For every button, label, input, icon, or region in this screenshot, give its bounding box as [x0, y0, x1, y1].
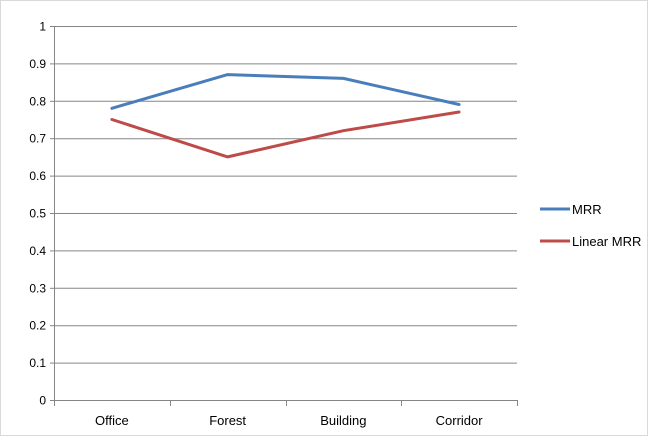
x-tick-label: Forest: [209, 413, 246, 428]
y-tick-label: 0.4: [29, 244, 46, 258]
legend-label: MRR: [572, 202, 602, 217]
y-tick-label: 0.6: [29, 169, 46, 183]
series-lines: [110, 73, 461, 159]
y-tick-label: 0.1: [29, 356, 46, 370]
axes: [50, 26, 518, 406]
y-tick-label: 0.9: [29, 57, 46, 71]
x-tick-label: Building: [320, 413, 366, 428]
x-tick-label: Corridor: [436, 413, 484, 428]
legend-label: Linear MRR: [572, 234, 641, 249]
y-tick-label: 0.2: [29, 319, 46, 333]
series-line-1: [110, 73, 461, 110]
y-tick-label: 1: [39, 20, 46, 34]
series-line-2: [110, 110, 461, 159]
gridlines: [54, 26, 517, 364]
y-tick-label: 0: [39, 394, 46, 408]
legend: MRR Linear MRR: [540, 202, 641, 249]
x-tick-label: Office: [95, 413, 129, 428]
y-tick-label: 0.5: [29, 207, 46, 221]
y-tick-label: 0.3: [29, 281, 46, 295]
x-tick-labels: Office Forest Building Corridor: [95, 413, 483, 428]
y-tick-label: 0.8: [29, 94, 46, 108]
y-tick-label: 0.7: [29, 132, 46, 146]
y-tick-labels: 0 0.1 0.2 0.3 0.4 0.5 0.6 0.7 0.8 0.9 1: [29, 20, 46, 408]
